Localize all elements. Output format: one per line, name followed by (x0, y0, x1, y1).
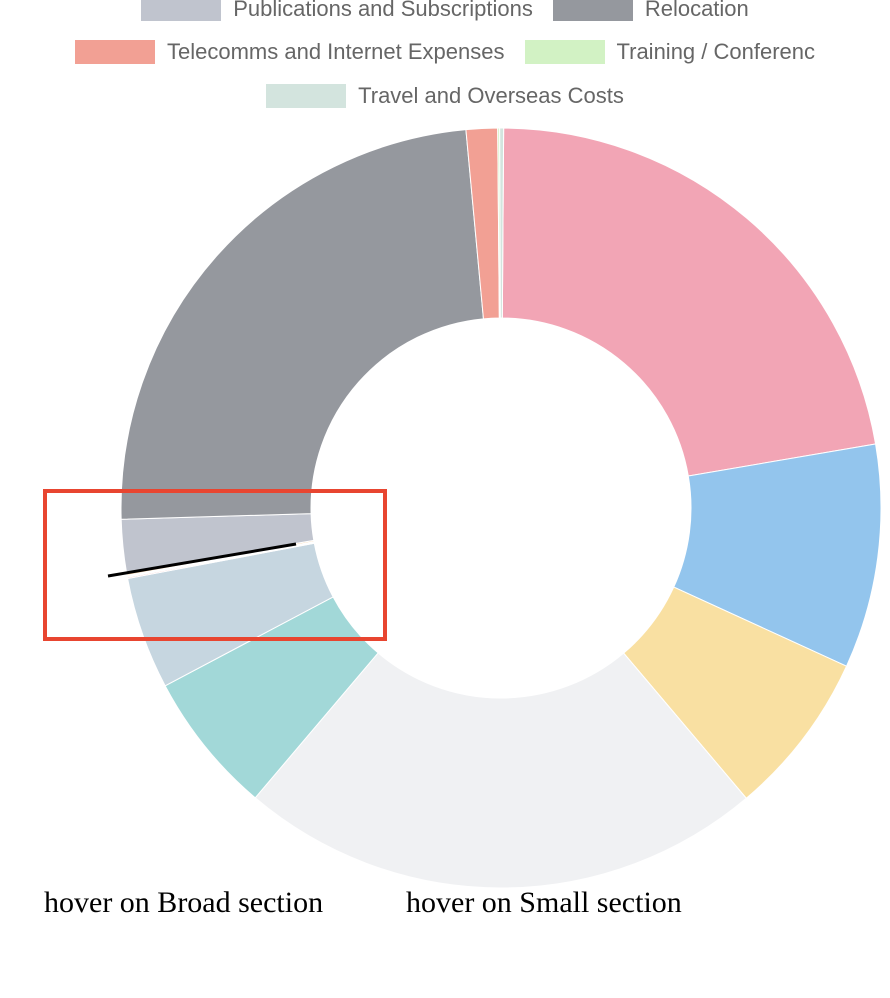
legend-item-publications[interactable]: Publications and Subscriptions (141, 0, 533, 22)
chart-segments (120, 127, 882, 889)
legend-label: Telecomms and Internet Expenses (166, 39, 505, 64)
hover-border-line (107, 542, 297, 578)
legend-row-2: Telecomms and Internet Expenses Training… (0, 39, 890, 65)
legend-item-telecomms[interactable]: Telecomms and Internet Expenses (74, 39, 505, 65)
legend-row-1: Publications and Subscriptions Relocatio… (0, 0, 890, 22)
legend-label: Relocation (644, 0, 749, 21)
highlight-annotation-box (43, 489, 387, 641)
legend-item-travel[interactable]: Travel and Overseas Costs (266, 83, 624, 109)
legend-swatch (552, 0, 633, 21)
chart-segment[interactable] (499, 127, 505, 319)
legend-swatch (266, 84, 347, 108)
chart-segment[interactable] (501, 127, 877, 477)
legend-row-3: Travel and Overseas Costs (0, 83, 890, 109)
caption-broad-section: hover on Broad section (44, 886, 324, 919)
legend-label: Publications and Subscriptions (233, 0, 533, 21)
chart-segment[interactable] (120, 129, 484, 520)
legend-swatch (524, 40, 605, 64)
legend-item-training[interactable]: Training / Conferenc (524, 39, 816, 65)
legend-item-relocation[interactable]: Relocation (552, 0, 749, 22)
chart-legend: Publications and Subscriptions Relocatio… (0, 0, 890, 120)
caption-small-section: hover on Small section (406, 886, 682, 919)
legend-swatch (74, 40, 155, 64)
legend-label: Travel and Overseas Costs (358, 83, 624, 108)
chart-segment[interactable] (254, 652, 747, 889)
legend-swatch (141, 0, 222, 21)
legend-label: Training / Conferenc (616, 39, 816, 64)
